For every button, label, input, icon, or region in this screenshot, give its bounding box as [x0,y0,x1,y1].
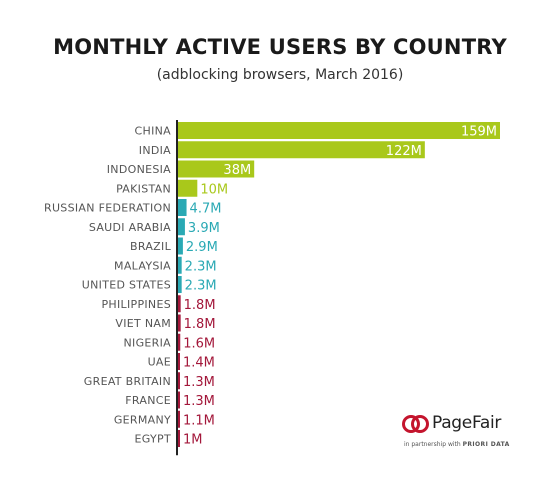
bar-nigeria [177,333,181,351]
value-label: 1.6M [183,336,215,351]
value-label: 1.8M [184,317,216,332]
bar-brazil [177,237,183,255]
bar-philippines [177,295,181,313]
partner-credit: in partnership with PRIORI DATA [404,441,510,448]
category-label: SAUDI ARABIA [89,221,171,234]
bar-egypt [177,430,180,447]
value-label: 10M [200,182,228,197]
bar-russian-federation [177,199,187,216]
bar-france [177,391,180,409]
category-label: UNITED STATES [82,279,171,292]
value-label: 159M [461,125,497,140]
category-label: EGYPT [135,433,172,446]
value-label: 1M [183,433,203,448]
category-label: INDONESIA [107,163,171,176]
pagefair-logo-icon [402,415,429,433]
category-label: VIET NAM [115,317,171,330]
bar-united-states [177,276,182,293]
category-label: RUSSIAN FEDERATION [44,202,171,215]
category-label: CHINA [135,125,172,138]
pagefair-logo: PageFair in partnership with PRIORI DATA [402,413,512,457]
partner-text: in partnership with [404,441,461,448]
pagefair-brand: PageFair [432,413,502,433]
value-label: 3.9M [188,221,220,236]
bar-uae [177,353,180,370]
partner-name: PRIORI DATA [462,441,510,448]
chart-subtitle: (adblocking browsers, March 2016) [156,67,404,83]
value-label: 2.3M [185,259,217,274]
category-label: FRANCE [125,394,171,407]
value-label: 1.3M [183,375,215,390]
bar-malaysia [177,256,182,274]
value-label: 2.3M [185,279,217,294]
value-label: 1.1M [183,413,215,428]
chart-title: MONTHLY ACTIVE USERS BY COUNTRY [53,35,507,59]
category-label: NIGERIA [124,336,172,349]
category-label: MALAYSIA [114,259,171,272]
bar-great-britain [177,372,180,390]
category-label: PAKISTAN [116,182,171,195]
bar-china [177,122,500,139]
value-label: 1.4M [183,356,215,371]
value-label: 1.8M [184,298,216,313]
category-label: INDIA [139,144,171,157]
value-label: 2.9M [186,240,218,255]
bar-saudi-arabia [177,218,185,236]
category-label: GERMANY [114,413,171,426]
category-label: BRAZIL [130,240,172,253]
bar-germany [177,410,180,428]
category-label: PHILIPPINES [102,298,172,311]
category-label: GREAT BRITAIN [84,375,171,388]
bar-pakistan [177,179,198,197]
value-label: 1.3M [183,394,215,409]
category-label: UAE [148,356,171,369]
bar-indonesia [177,160,255,178]
value-label: 38M [223,163,251,178]
value-label: 122M [386,144,422,159]
value-label: 4.7M [190,202,222,217]
bar-india [177,141,425,159]
bar-viet-nam [177,314,181,332]
